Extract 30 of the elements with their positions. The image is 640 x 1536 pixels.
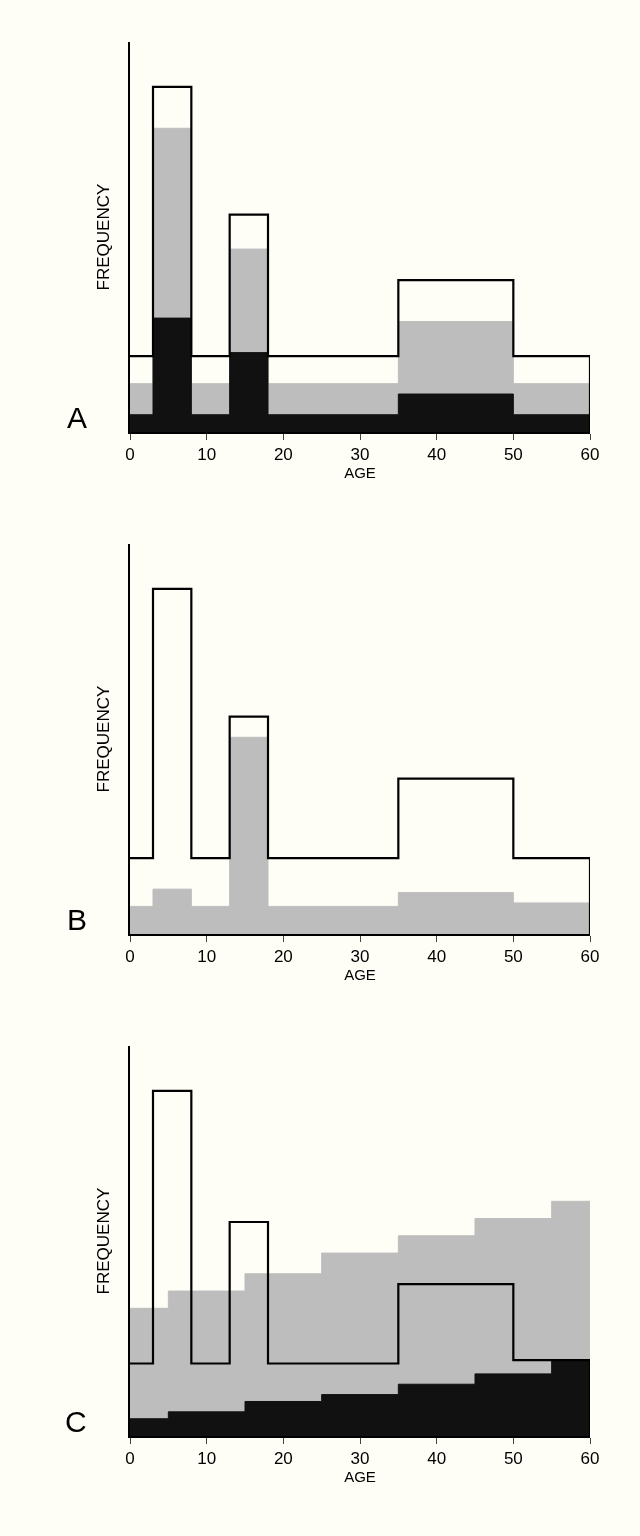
x-tick-label: 40 [427, 445, 447, 465]
x-tick-label: 10 [197, 445, 217, 465]
x-tick-label: 60 [580, 445, 600, 465]
x-tick-label: 30 [350, 947, 370, 967]
x-tick-label: 20 [273, 947, 293, 967]
x-tick-label: 20 [273, 445, 293, 465]
text: A [67, 401, 88, 434]
y-axis-title: FREQUENCY [94, 685, 114, 793]
text: C [65, 1405, 87, 1438]
x-axis-title: AGE [344, 1468, 376, 1486]
x-tick-label: 50 [503, 947, 523, 967]
x-tick-label: 0 [125, 445, 135, 465]
x-tick-label: 50 [503, 445, 523, 465]
x-tick-label: 40 [427, 1449, 447, 1469]
x-tick-label: 60 [580, 1449, 600, 1469]
x-tick-label: 0 [125, 947, 135, 967]
y-axis-title: FREQUENCY [94, 1187, 114, 1295]
x-tick-label: 10 [197, 947, 217, 967]
x-tick-label: 60 [580, 947, 600, 967]
x-tick-label: 30 [350, 445, 370, 465]
x-tick-label: 50 [503, 1449, 523, 1469]
x-tick-label: 0 [125, 1449, 135, 1469]
x-tick-label: 20 [273, 1449, 293, 1469]
y-axis-title: FREQUENCY [94, 183, 114, 291]
x-axis-title: AGE [344, 464, 376, 482]
text: B [67, 903, 88, 936]
x-tick-label: 40 [427, 947, 447, 967]
x-tick-label: 30 [350, 1449, 370, 1469]
x-tick-label: 10 [197, 1449, 217, 1469]
x-axis-title: AGE [344, 966, 376, 984]
